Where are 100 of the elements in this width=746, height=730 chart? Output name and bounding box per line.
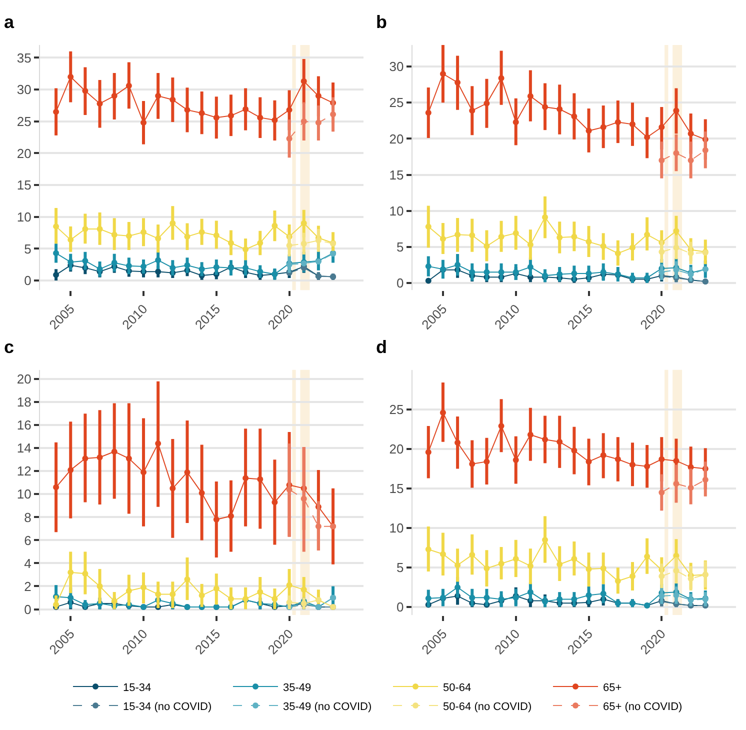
point [527, 242, 534, 248]
point [542, 104, 548, 110]
y-tick-label: 25 [389, 402, 404, 417]
point [198, 110, 205, 116]
point [469, 552, 476, 558]
point [315, 120, 322, 126]
point [242, 106, 249, 112]
y-tick-label: 20 [389, 131, 404, 146]
point [170, 220, 176, 226]
point [571, 270, 578, 277]
point [527, 432, 534, 438]
point [571, 234, 578, 240]
point [184, 469, 190, 476]
point [629, 244, 636, 251]
point [140, 584, 147, 590]
point [96, 583, 103, 590]
point [272, 499, 278, 506]
y-tick-label: 15 [16, 178, 32, 193]
point [184, 234, 190, 240]
point [68, 467, 74, 474]
point [688, 484, 694, 491]
point [571, 448, 578, 454]
point [673, 228, 680, 234]
point [629, 121, 636, 128]
point [512, 457, 519, 464]
point [469, 269, 476, 276]
point [68, 594, 74, 601]
point [184, 262, 190, 268]
point [586, 458, 592, 465]
point [184, 576, 190, 582]
point [68, 259, 74, 266]
point [512, 119, 519, 126]
point [96, 266, 103, 272]
point [673, 458, 680, 464]
point [658, 489, 665, 496]
legend-label: 50-64 (no COVID) [443, 700, 532, 713]
point [425, 263, 432, 270]
point [140, 120, 147, 126]
point [330, 111, 336, 118]
point [484, 594, 490, 601]
point [425, 224, 432, 230]
point [673, 150, 680, 156]
point [300, 240, 307, 247]
point [126, 82, 132, 89]
point [315, 92, 322, 99]
point [155, 591, 162, 598]
point [257, 588, 264, 595]
point [257, 240, 264, 246]
y-tick-label: 5 [396, 239, 404, 254]
point [498, 560, 504, 567]
point [68, 74, 74, 80]
point [286, 486, 292, 493]
point [688, 157, 694, 164]
y-tick-label: 5 [396, 560, 404, 576]
point [556, 596, 563, 602]
point [68, 569, 74, 576]
point [644, 134, 650, 140]
point [454, 232, 461, 238]
point [286, 136, 292, 142]
point [126, 456, 132, 462]
y-tick-label: 5 [24, 241, 32, 256]
point [82, 456, 88, 462]
y-tick-label: 0 [24, 602, 32, 617]
point [454, 562, 461, 568]
point [600, 243, 606, 250]
point [556, 106, 563, 112]
point [658, 157, 665, 164]
point [170, 591, 176, 598]
y-tick-label: 18 [16, 394, 32, 410]
point [286, 582, 292, 588]
point [213, 264, 220, 270]
point [527, 589, 534, 596]
chart-title: d [376, 337, 387, 357]
point [600, 590, 606, 597]
point [315, 523, 322, 530]
point [53, 272, 60, 278]
point [126, 232, 132, 239]
y-tick-label: 16 [16, 418, 32, 433]
point [257, 476, 264, 482]
point [272, 117, 278, 124]
point [484, 243, 490, 250]
point [542, 536, 548, 543]
point [140, 469, 147, 476]
point [498, 269, 504, 276]
y-tick-label: 15 [389, 167, 404, 182]
point [440, 551, 446, 558]
point [688, 250, 694, 256]
point [53, 108, 60, 115]
point [126, 588, 132, 594]
point [228, 596, 234, 602]
point [257, 114, 264, 121]
point [484, 565, 490, 572]
point [658, 456, 665, 462]
point [498, 234, 504, 240]
point [140, 229, 147, 236]
point [111, 92, 118, 99]
point [300, 78, 307, 84]
legend-label: 35-49 [283, 682, 312, 694]
y-tick-label: 4 [24, 556, 32, 571]
point [586, 566, 592, 572]
